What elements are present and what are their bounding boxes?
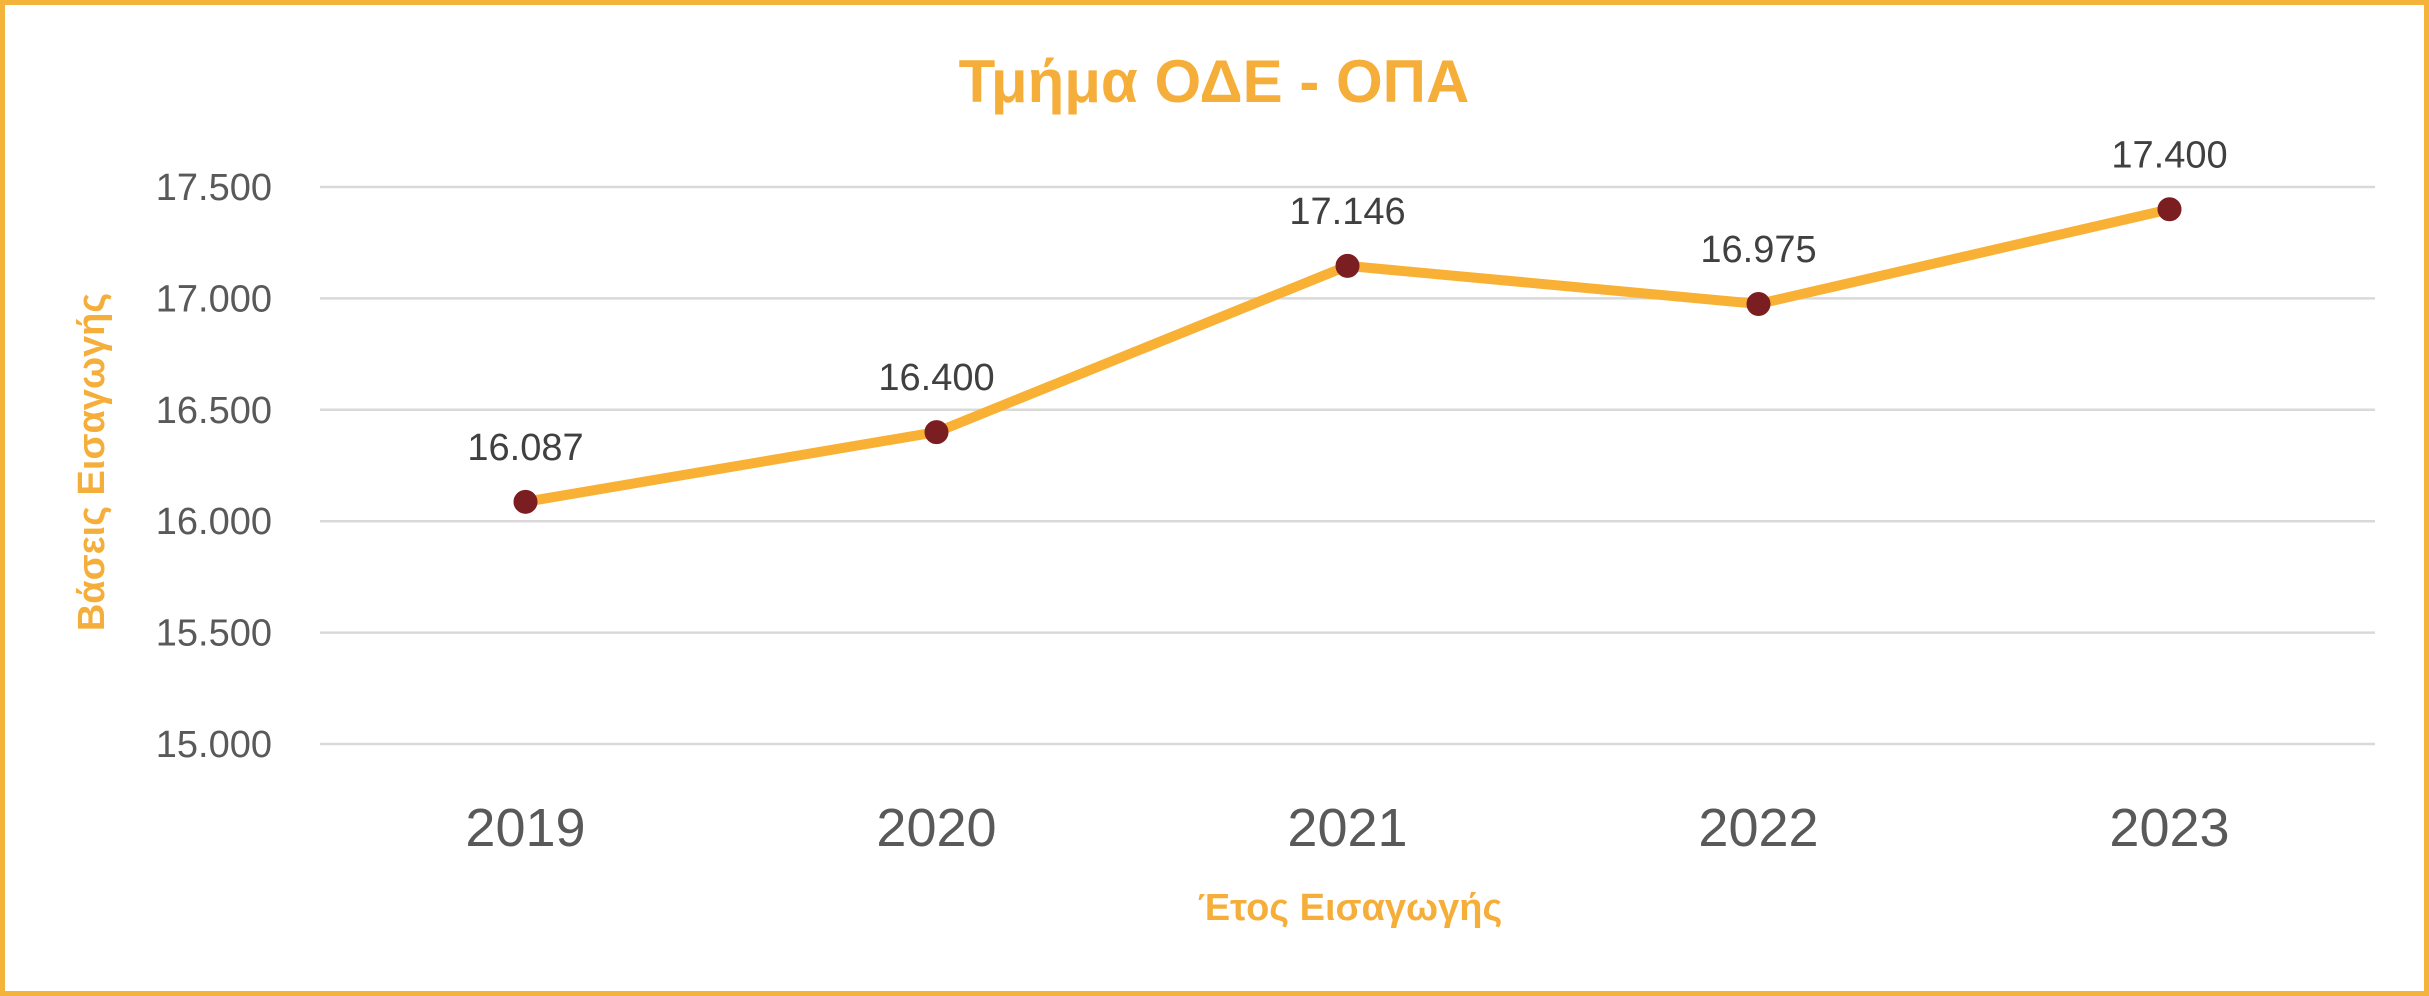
y-tick-label: 16.000 xyxy=(156,501,272,543)
y-axis-title: Βάσεις Εισαγωγής xyxy=(71,293,113,631)
x-tick-label: 2023 xyxy=(2109,798,2229,858)
data-point xyxy=(924,420,949,445)
x-tick-label: 2020 xyxy=(876,798,996,858)
data-label: 17.400 xyxy=(2111,134,2227,176)
y-axis-tick-labels: 15.000 15.500 16.000 16.500 17.000 17.500 xyxy=(156,167,272,766)
chart-title: Τμήμα ΟΔΕ - ΟΠΑ xyxy=(959,48,1470,115)
data-labels: 16.087 16.400 17.146 16.975 17.400 xyxy=(467,134,2227,469)
x-axis-title: Έτος Εισαγωγής xyxy=(1198,887,1502,929)
y-tick-label: 17.000 xyxy=(156,278,272,320)
x-tick-label: 2022 xyxy=(1698,798,1818,858)
y-tick-label: 17.500 xyxy=(156,167,272,209)
data-label: 17.146 xyxy=(1289,191,1405,233)
data-point xyxy=(2157,197,2182,222)
y-tick-label: 16.500 xyxy=(156,390,272,432)
data-label: 16.975 xyxy=(1700,229,1816,271)
data-point xyxy=(1335,253,1360,278)
data-point xyxy=(513,489,538,514)
gridlines xyxy=(320,185,2375,746)
y-tick-label: 15.500 xyxy=(156,613,272,655)
series-layer xyxy=(513,197,2182,514)
y-tick-label: 15.000 xyxy=(156,724,272,766)
x-tick-label: 2021 xyxy=(1287,798,1407,858)
series-line xyxy=(520,204,2175,507)
x-axis-tick-labels: 2019 2020 2021 2022 2023 xyxy=(465,798,2229,858)
data-label: 16.400 xyxy=(878,357,994,399)
data-point xyxy=(1746,291,1771,316)
x-tick-label: 2019 xyxy=(465,798,585,858)
data-label: 16.087 xyxy=(467,427,583,469)
